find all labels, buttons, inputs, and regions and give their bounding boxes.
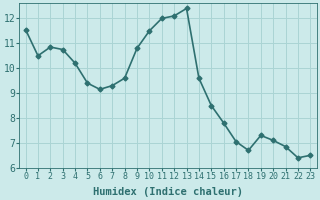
X-axis label: Humidex (Indice chaleur): Humidex (Indice chaleur) — [93, 186, 243, 197]
